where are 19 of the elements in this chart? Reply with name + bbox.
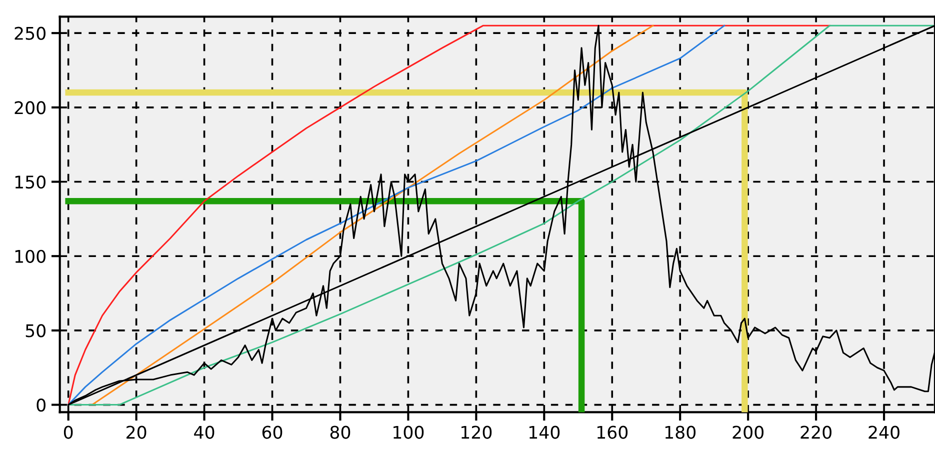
x-tick-label: 20: [126, 426, 146, 439]
x-tick-label: 60: [262, 426, 282, 439]
x-tick-label: 160: [597, 426, 628, 439]
x-tick-label: 0: [64, 426, 73, 439]
y-tick-label: 150: [15, 175, 46, 189]
y-tick-label: 200: [14, 101, 46, 114]
x-tick-label: 40: [194, 426, 214, 439]
x-tick-label: 200: [732, 426, 764, 439]
x-tick-label: 220: [800, 426, 832, 439]
x-tick-label: 80: [330, 426, 350, 439]
y-tick-label: 250: [14, 26, 46, 40]
y-tick-label: 0: [36, 398, 46, 412]
y-tick-label: 50: [26, 324, 46, 338]
x-tick-label: 120: [462, 426, 492, 439]
x-tick-label: 180: [665, 426, 696, 439]
x-tick-label: 240: [868, 426, 900, 439]
x-tick-label: 140: [529, 426, 560, 439]
y-tick-label: 100: [15, 250, 46, 263]
x-tick-label: 100: [394, 426, 424, 439]
